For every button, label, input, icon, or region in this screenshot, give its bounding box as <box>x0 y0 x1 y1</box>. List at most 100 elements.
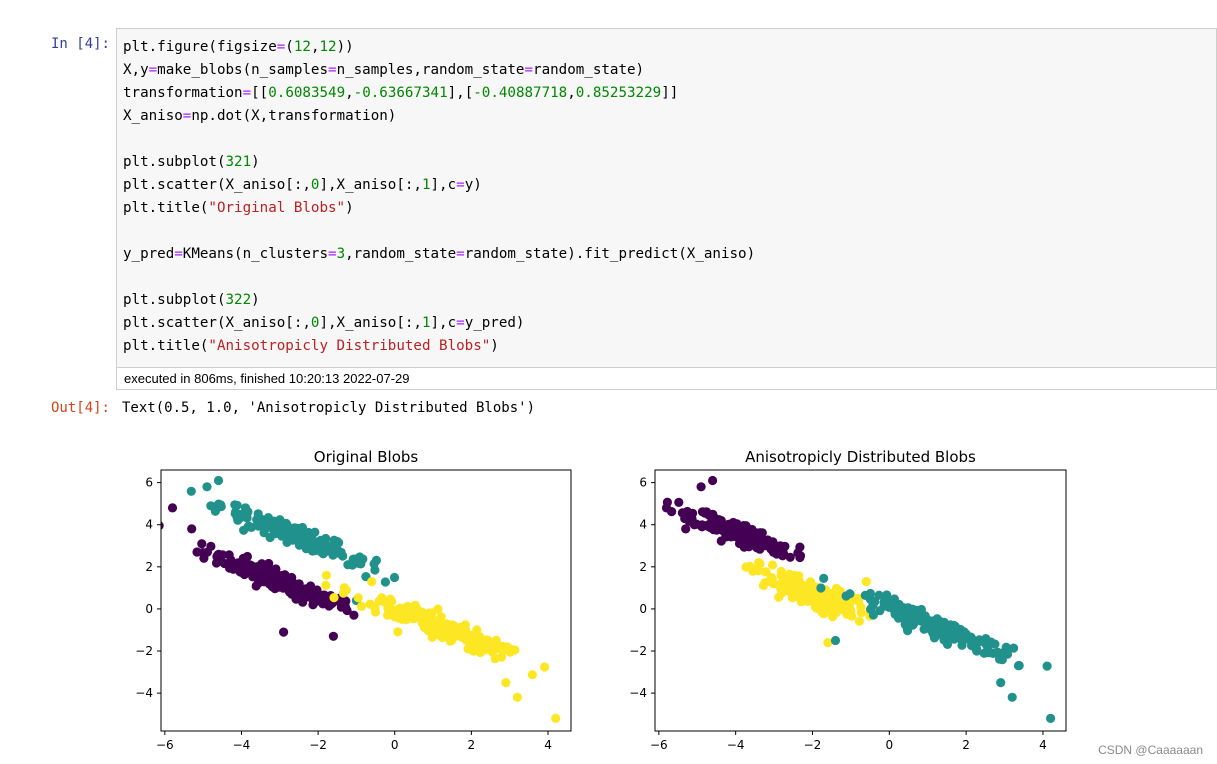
data-point <box>777 588 787 598</box>
data-point <box>971 636 981 646</box>
data-point <box>367 577 377 587</box>
data-point <box>763 535 773 545</box>
data-point <box>197 539 207 549</box>
x-tick-label: 2 <box>468 738 476 752</box>
data-point <box>708 475 718 486</box>
watermark: CSDN @Caaaaaan <box>1098 743 1203 757</box>
data-point <box>731 532 741 542</box>
x-tick-label: −4 <box>727 738 745 752</box>
x-tick-label: −6 <box>650 738 668 752</box>
data-point <box>860 590 870 601</box>
data-point <box>757 528 767 538</box>
data-point <box>681 524 691 534</box>
scatter-points <box>161 475 561 724</box>
data-point <box>436 612 446 622</box>
plot-title: Original Blobs <box>314 448 419 466</box>
data-point <box>796 597 806 607</box>
y-tick-label: 2 <box>639 560 647 574</box>
data-point <box>793 548 803 558</box>
data-point <box>845 606 856 616</box>
y-tick-label: 0 <box>639 602 647 616</box>
data-point <box>258 517 268 527</box>
data-point <box>959 627 969 637</box>
code-line: plt.title("Original Blobs") <box>123 200 354 216</box>
data-point <box>886 596 896 607</box>
data-point <box>349 610 359 620</box>
data-point <box>206 541 216 552</box>
data-point <box>402 602 412 612</box>
code-line: plt.figure(figsize=(12,12)) <box>123 39 354 55</box>
data-point <box>308 528 318 538</box>
data-point <box>996 678 1006 688</box>
data-point <box>1009 643 1019 653</box>
scatter-plot-2: Anisotropicly Distributed Blobs −6 −4 −2 0 2 4… <box>629 448 1067 752</box>
data-point <box>427 632 437 642</box>
data-point <box>716 536 726 546</box>
data-point <box>934 620 944 630</box>
data-point <box>661 503 672 513</box>
data-point <box>861 577 871 587</box>
data-point <box>768 547 779 557</box>
data-point <box>271 521 281 531</box>
data-point <box>894 613 904 623</box>
data-point <box>321 580 331 591</box>
data-point <box>426 625 436 635</box>
data-point <box>273 581 283 591</box>
code-line: plt.subplot(321) <box>123 154 260 170</box>
data-point <box>230 508 240 519</box>
data-point <box>527 670 538 680</box>
data-point <box>540 662 550 672</box>
code-line: plt.title("Anisotropicly Distributed Blo… <box>123 338 499 354</box>
data-point <box>202 482 212 492</box>
data-point <box>339 583 349 593</box>
code-input-area[interactable]: plt.figure(figsize=(12,12)) X,y=make_blo… <box>116 28 1217 390</box>
data-point <box>313 594 323 604</box>
data-point <box>854 616 865 626</box>
data-point <box>283 576 293 587</box>
data-point <box>243 507 253 517</box>
x-tick-label: −6 <box>156 738 174 752</box>
scatter-plot-1: Original Blobs −6 −4 −2 0 2 4 −4 −2 0 2 4 6 <box>135 448 572 752</box>
data-point <box>214 549 224 560</box>
data-point <box>1013 661 1024 671</box>
code-line: X,y=make_blobs(n_samples=n_samples,rando… <box>123 62 645 78</box>
data-point <box>680 513 690 524</box>
data-point <box>370 603 380 613</box>
data-point <box>393 627 403 637</box>
data-point <box>845 589 855 599</box>
y-tick-label: −4 <box>135 686 153 700</box>
scatter-points <box>661 475 1056 724</box>
data-point <box>387 596 397 607</box>
data-point <box>905 611 915 621</box>
x-tick-label: 2 <box>962 738 970 752</box>
data-point <box>780 541 790 551</box>
data-point <box>192 547 202 557</box>
data-point <box>236 567 246 577</box>
code-editor[interactable]: plt.figure(figsize=(12,12)) X,y=make_blo… <box>123 36 755 358</box>
data-point <box>253 509 263 519</box>
data-point <box>214 499 224 509</box>
data-point <box>723 530 733 540</box>
data-point <box>299 588 309 598</box>
data-point <box>467 630 477 640</box>
y-tick-label: 6 <box>145 476 153 490</box>
x-tick-label: −4 <box>233 738 251 752</box>
data-point <box>868 610 879 620</box>
y-tick-label: −4 <box>629 686 647 700</box>
data-point <box>213 475 224 486</box>
data-point <box>754 558 764 568</box>
data-point <box>908 620 918 630</box>
data-point <box>167 503 178 513</box>
code-line: plt.scatter(X_aniso[:,0],X_aniso[:,1],c=… <box>123 177 482 193</box>
data-point <box>1046 713 1056 724</box>
data-point <box>419 622 429 633</box>
data-point <box>266 576 276 587</box>
x-tick-label: −2 <box>309 738 327 752</box>
code-line: plt.subplot(322) <box>123 292 260 308</box>
x-tick-label: 0 <box>391 738 399 752</box>
x-tick-label: −2 <box>804 738 822 752</box>
data-point <box>696 482 706 492</box>
data-point <box>463 644 473 654</box>
data-point <box>779 549 789 559</box>
